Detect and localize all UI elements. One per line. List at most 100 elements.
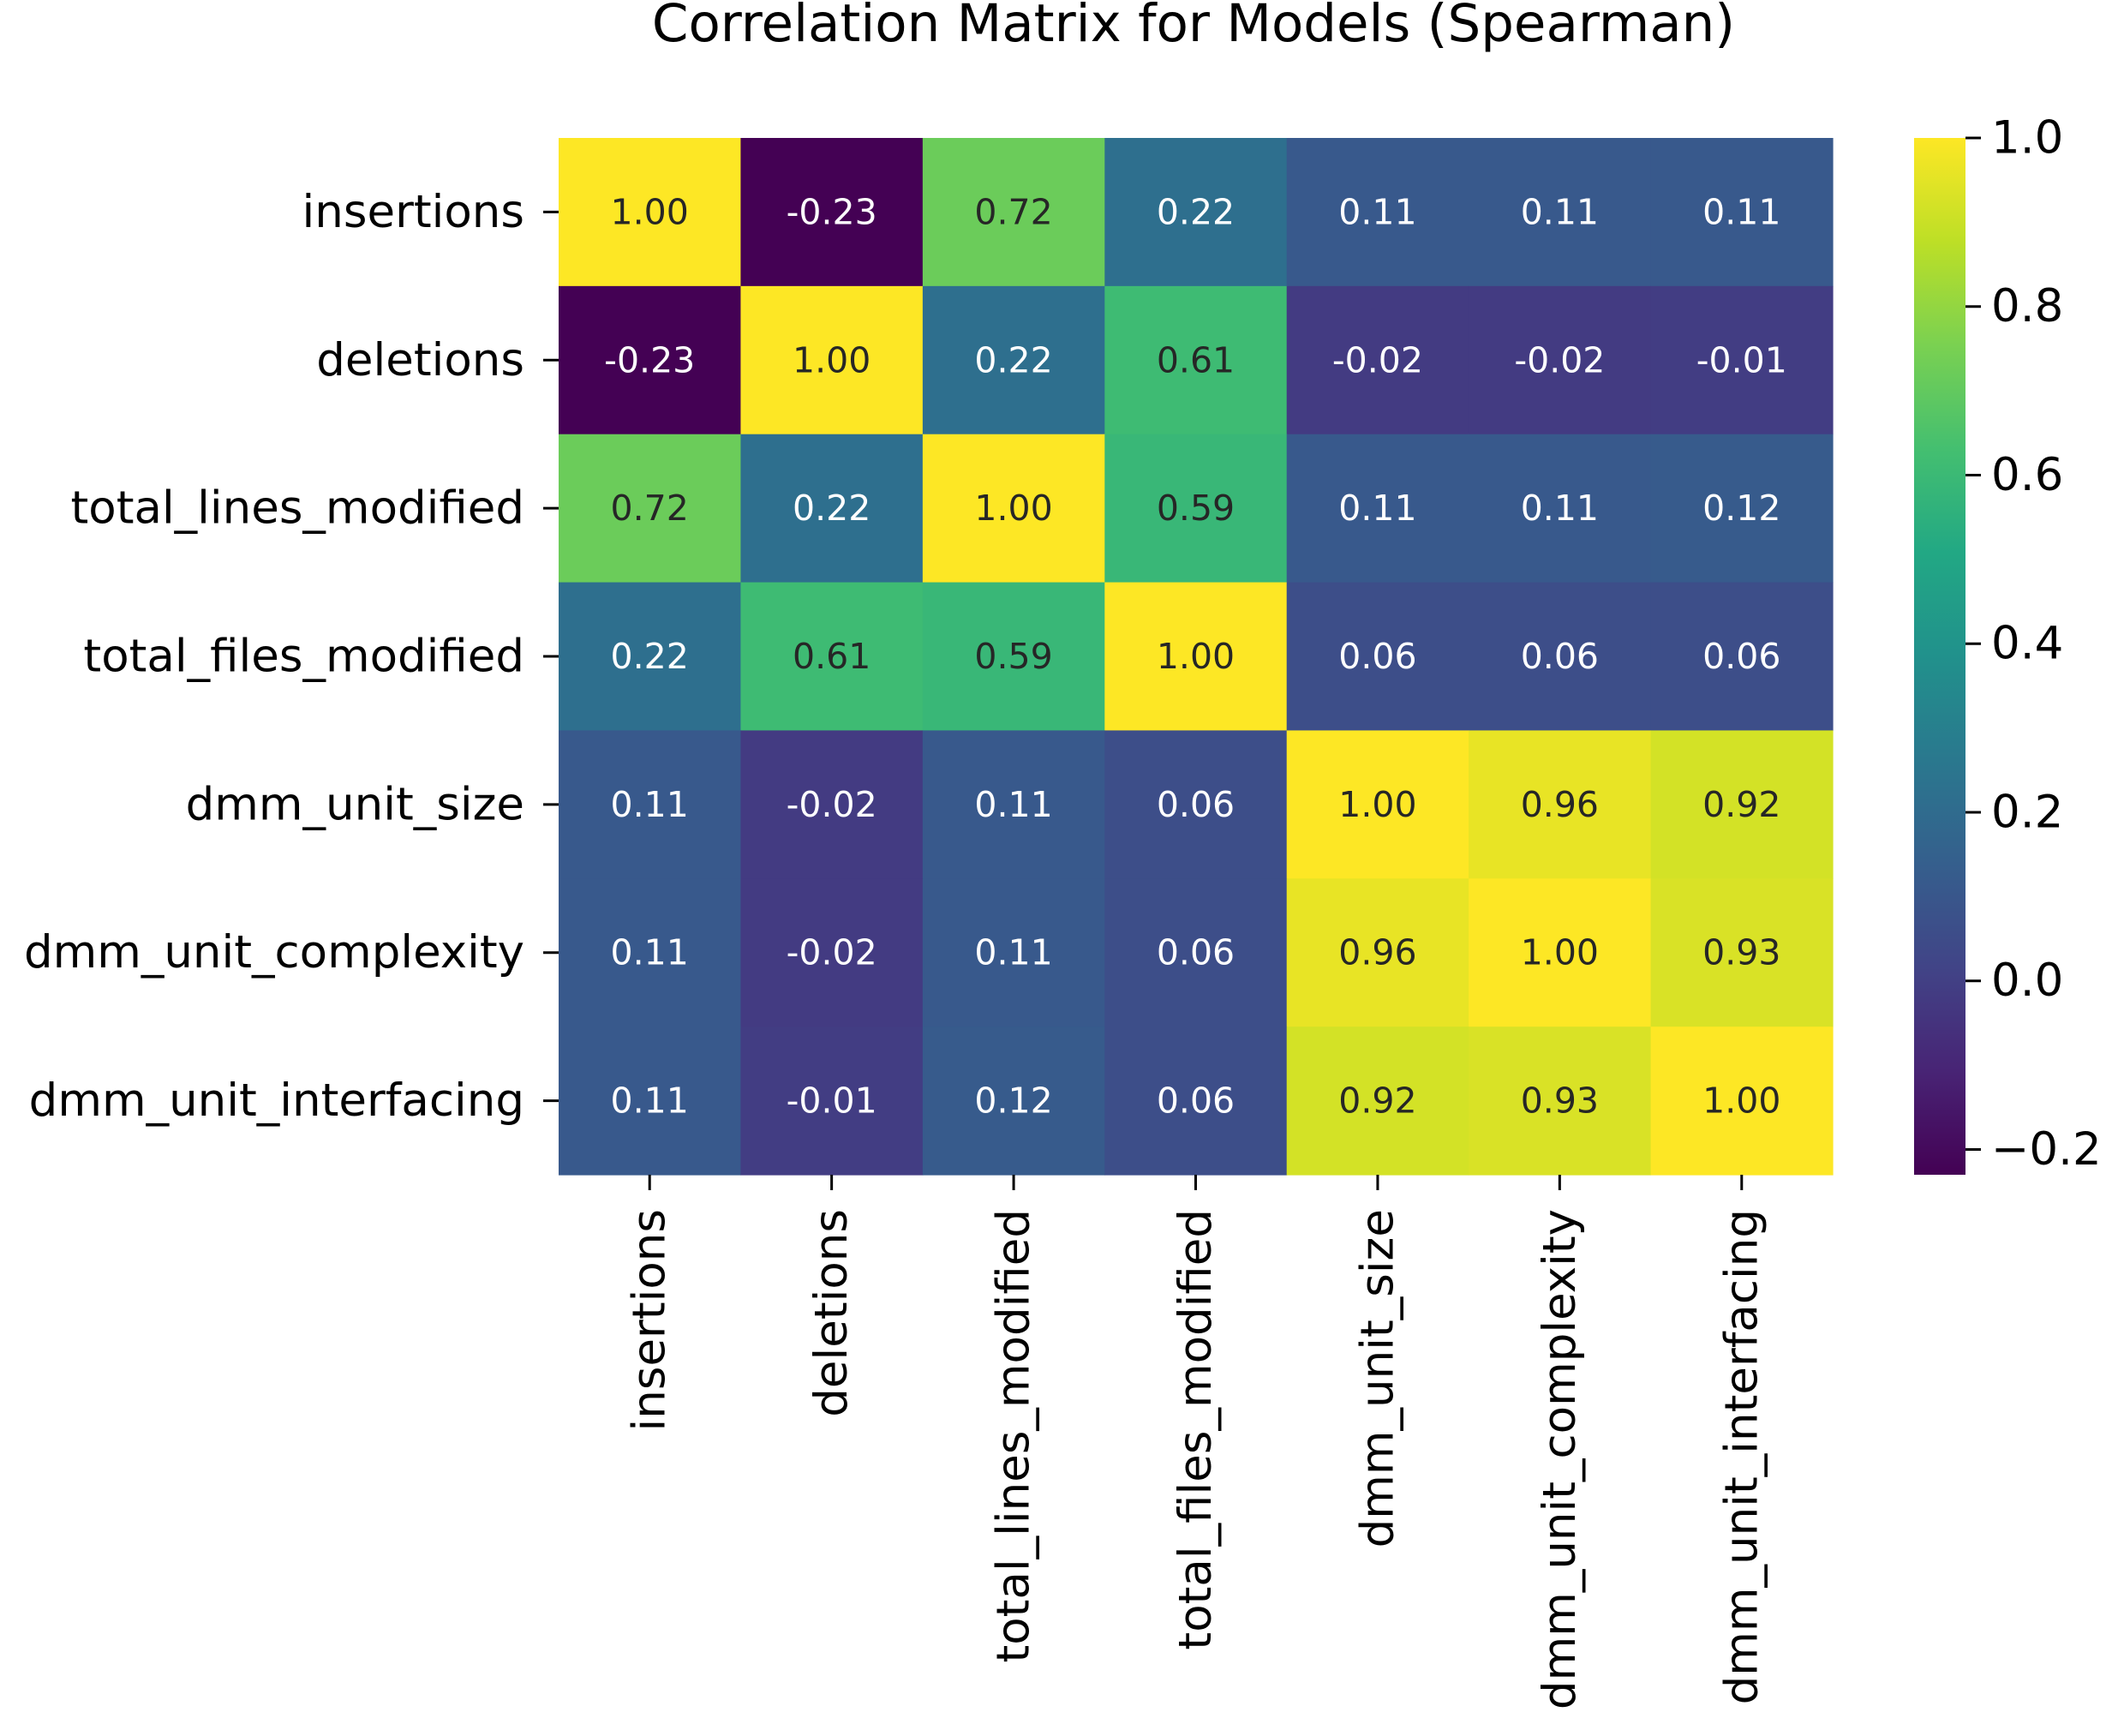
cell-value-label: 0.11 bbox=[611, 784, 689, 825]
heatmap-cell bbox=[740, 434, 924, 584]
cell-value-label: 1.00 bbox=[793, 339, 871, 380]
heatmap-cell bbox=[1469, 285, 1652, 435]
heatmap-cell bbox=[922, 878, 1105, 1027]
cell-value-label: 0.11 bbox=[974, 932, 1052, 973]
column-tick-label: dmm_unit_complexity bbox=[1534, 1209, 1586, 1709]
cell-value-label: 0.06 bbox=[1157, 1081, 1235, 1122]
heatmap-cell bbox=[1650, 730, 1834, 879]
heatmap-cell bbox=[1286, 285, 1469, 435]
heatmap-cell bbox=[1650, 285, 1834, 435]
cell-value-label: 0.92 bbox=[1338, 1081, 1416, 1122]
heatmap-cell bbox=[922, 434, 1105, 584]
cell-value-label: 1.00 bbox=[1702, 1081, 1780, 1122]
heatmap-cell bbox=[559, 434, 742, 584]
row-tick-label: dmm_unit_size bbox=[186, 778, 524, 830]
heatmap-cell bbox=[1286, 878, 1469, 1027]
cell-value-label: 1.00 bbox=[611, 191, 689, 232]
colorbar-gradient bbox=[1914, 138, 1965, 1175]
cell-value-label: 0.93 bbox=[1521, 1081, 1599, 1122]
heatmap-cell bbox=[1469, 582, 1652, 732]
colorbar-tick-label: 0.4 bbox=[1991, 618, 2063, 670]
colorbar-tick-label: −0.2 bbox=[1991, 1123, 2102, 1176]
colorbar-tick-label: 0.2 bbox=[1991, 786, 2063, 838]
cell-value-label: 0.11 bbox=[611, 1081, 689, 1122]
heatmap-cell bbox=[922, 582, 1105, 732]
cell-value-label: 0.61 bbox=[1157, 339, 1235, 380]
colorbar-tick-label: 0.8 bbox=[1991, 280, 2063, 332]
cell-value-label: 0.06 bbox=[1338, 636, 1416, 677]
cell-value-label: 0.72 bbox=[974, 191, 1052, 232]
heatmap-cell bbox=[1104, 434, 1288, 584]
row-tick-label: insertions bbox=[302, 186, 524, 238]
cell-value-label: 0.93 bbox=[1702, 932, 1780, 973]
column-tick-label: deletions bbox=[805, 1209, 858, 1417]
cell-value-label: 0.72 bbox=[611, 488, 689, 529]
heatmap-cell bbox=[1286, 582, 1469, 732]
cell-value-label: -0.02 bbox=[1332, 339, 1423, 380]
cell-value-label: 0.96 bbox=[1521, 784, 1599, 825]
heatmap-cell bbox=[1469, 1027, 1652, 1176]
cell-value-label: 1.00 bbox=[1157, 636, 1235, 677]
heatmap-cell bbox=[1104, 878, 1288, 1027]
heatmap-cell bbox=[1286, 1027, 1469, 1176]
cell-value-label: -0.02 bbox=[787, 932, 877, 973]
heatmap-cell bbox=[740, 730, 924, 879]
cell-value-label: 0.06 bbox=[1157, 784, 1235, 825]
heatmap-cell bbox=[1650, 878, 1834, 1027]
cell-value-label: -0.01 bbox=[787, 1081, 877, 1122]
heatmap-cells: 1.00 -0.23 0.72 0.22 0.11 0.11 0.11 -0.23 1.00 0.… bbox=[559, 138, 1834, 1176]
cell-value-label: 0.59 bbox=[1157, 488, 1235, 529]
colorbar-tick-label: 0.6 bbox=[1991, 449, 2063, 501]
cell-value-label: 0.06 bbox=[1702, 636, 1780, 677]
cell-value-label: 1.00 bbox=[1338, 784, 1416, 825]
heatmap-cell bbox=[740, 285, 924, 435]
cell-value-label: -0.02 bbox=[787, 784, 877, 825]
row-tick-label: total_lines_modified bbox=[70, 482, 524, 535]
column-tick-label: dmm_unit_size bbox=[1351, 1209, 1403, 1547]
cell-value-label: -0.23 bbox=[787, 191, 877, 232]
cell-value-label: 0.11 bbox=[1521, 191, 1599, 232]
cell-value-label: 0.22 bbox=[974, 339, 1052, 380]
cell-value-label: -0.02 bbox=[1514, 339, 1605, 380]
cell-value-label: 0.12 bbox=[974, 1081, 1052, 1122]
heatmap-cell bbox=[1286, 730, 1469, 879]
cell-value-label: 0.96 bbox=[1338, 932, 1416, 973]
heatmap-cell bbox=[1650, 1027, 1834, 1176]
heatmap-cell bbox=[1104, 1027, 1288, 1176]
cell-value-label: 0.11 bbox=[1338, 191, 1416, 232]
heatmap-cell bbox=[922, 138, 1105, 287]
heatmap-cell bbox=[922, 730, 1105, 879]
heatmap-cell bbox=[740, 1027, 924, 1176]
cell-value-label: 0.22 bbox=[1157, 191, 1235, 232]
heatmap-cell bbox=[1469, 138, 1652, 287]
heatmap-cell bbox=[740, 582, 924, 732]
cell-value-label: 0.11 bbox=[1338, 488, 1416, 529]
cell-value-label: 0.11 bbox=[1702, 191, 1780, 232]
colorbar-tick-label: 0.0 bbox=[1991, 955, 2063, 1007]
heatmap-cell bbox=[922, 285, 1105, 435]
heatmap-cell bbox=[1650, 582, 1834, 732]
heatmap-cell bbox=[1469, 730, 1652, 879]
row-tick-label: total_files_modified bbox=[83, 631, 524, 683]
cell-value-label: 0.12 bbox=[1702, 488, 1780, 529]
heatmap-cell bbox=[559, 582, 742, 732]
heatmap-cell bbox=[1104, 138, 1288, 287]
cell-value-label: 1.00 bbox=[974, 488, 1052, 529]
heatmap-cell bbox=[1104, 730, 1288, 879]
heatmap-cell bbox=[1104, 582, 1288, 732]
cell-value-label: 0.06 bbox=[1521, 636, 1599, 677]
heatmap-cell bbox=[1286, 434, 1469, 584]
heatmap-cell bbox=[1469, 434, 1652, 584]
cell-value-label: 0.59 bbox=[974, 636, 1052, 677]
row-tick-label: dmm_unit_complexity bbox=[24, 926, 524, 979]
colorbar: 1.0 0.8 0.6 0.4 0.2 0.0 −0.2 bbox=[1914, 112, 2102, 1176]
row-axis: insertions deletions total_lines_modifiedt… bbox=[24, 186, 559, 1127]
heatmap-cell bbox=[1104, 285, 1288, 435]
heatmap-cell bbox=[1650, 138, 1834, 287]
cell-value-label: 0.11 bbox=[1521, 488, 1599, 529]
heatmap-cell bbox=[1469, 878, 1652, 1027]
cell-value-label: 0.61 bbox=[793, 636, 871, 677]
heatmap-cell bbox=[559, 138, 742, 287]
